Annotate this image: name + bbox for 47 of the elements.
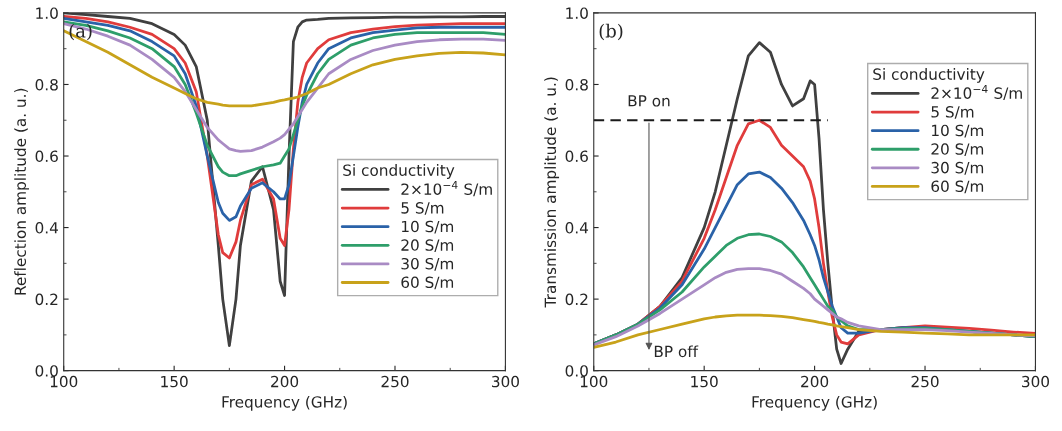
x-tick-label: 250 bbox=[381, 375, 409, 388]
legend-label: 60 S/m bbox=[931, 180, 984, 194]
y-tick-label: 0.0 bbox=[35, 365, 58, 377]
legend-label: 5 S/m bbox=[401, 202, 444, 215]
annotation: (b) bbox=[599, 23, 623, 41]
y-tick-label: 0.8 bbox=[565, 78, 588, 91]
y-axis-title: Reflection amplitude (a. u.) bbox=[14, 88, 30, 295]
legend-label: 10 S/m bbox=[401, 220, 454, 234]
legend-label: 5 S/m bbox=[931, 106, 974, 119]
line-series bbox=[63, 16, 506, 222]
legend-label: 30 S/m bbox=[401, 257, 454, 271]
y-tick-label: 0.4 bbox=[35, 222, 58, 234]
x-tick-label: 300 bbox=[492, 375, 519, 388]
y-tick-label: 0.2 bbox=[565, 293, 588, 306]
y-tick-label: 1.0 bbox=[566, 7, 588, 19]
x-tick-label: 200 bbox=[271, 375, 299, 388]
y-tick-label: 0.4 bbox=[565, 222, 589, 234]
x-tick-label: 100 bbox=[50, 375, 78, 388]
y-tick-label: 0.8 bbox=[35, 78, 58, 91]
line-series bbox=[63, 22, 506, 153]
y-tick-label: 0.2 bbox=[35, 293, 58, 306]
legend-label: 60 S/m bbox=[401, 276, 454, 290]
y-axis-title: Transmission amplitude (a. u.) bbox=[544, 77, 560, 308]
x-axis-title: Frequency (GHz) bbox=[222, 395, 347, 411]
x-tick-label: 250 bbox=[911, 375, 939, 388]
legend-label: 2×10$^{−4}$ S/m bbox=[931, 85, 1022, 101]
y-tick-label: 0.6 bbox=[35, 150, 58, 163]
legend-label: 10 S/m bbox=[932, 124, 984, 138]
legend-title: Si conductivity bbox=[873, 68, 985, 83]
x-tick-label: 150 bbox=[691, 375, 718, 388]
annotation: BP on bbox=[628, 95, 670, 107]
x-axis-title: Frequency (GHz) bbox=[752, 395, 877, 411]
legend-label: 20 S/m bbox=[931, 143, 984, 157]
annotation: (a) bbox=[69, 23, 92, 41]
x-tick-label: 200 bbox=[801, 375, 829, 388]
x-tick-label: 150 bbox=[161, 375, 188, 388]
legend-label: 20 S/m bbox=[401, 239, 454, 253]
legend-label: 2×10$^{−4}$ S/m bbox=[401, 181, 492, 197]
x-tick-label: 100 bbox=[580, 375, 608, 388]
y-tick-label: 1.0 bbox=[36, 7, 58, 19]
line-series bbox=[63, 20, 506, 178]
legend-label: 30 S/m bbox=[931, 161, 984, 175]
annotation: BP off bbox=[654, 345, 699, 358]
y-tick-label: 0.0 bbox=[565, 365, 588, 377]
legend-title: Si conductivity bbox=[343, 164, 455, 179]
x-tick-label: 300 bbox=[1022, 375, 1050, 388]
y-tick-label: 0.6 bbox=[565, 150, 588, 163]
